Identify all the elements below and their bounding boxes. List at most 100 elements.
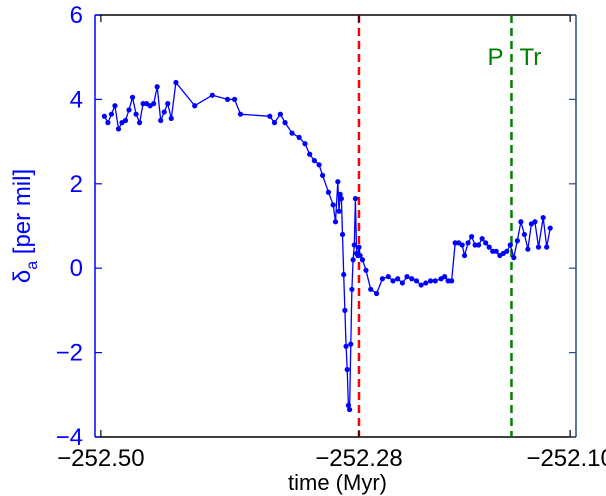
data-point xyxy=(399,280,405,286)
data-point xyxy=(343,343,349,349)
data-point xyxy=(126,107,132,113)
data-point xyxy=(344,366,350,373)
data-point xyxy=(442,274,448,280)
data-point xyxy=(296,134,302,140)
data-point xyxy=(158,117,164,124)
data-point xyxy=(108,111,115,117)
data-point xyxy=(390,278,396,284)
data-point xyxy=(319,172,326,178)
data-point xyxy=(232,96,238,102)
data-point xyxy=(507,242,513,248)
data-point xyxy=(112,103,118,109)
ytick-label: −2 xyxy=(56,340,83,367)
data-point xyxy=(479,236,485,242)
data-point xyxy=(342,307,348,313)
data-point xyxy=(432,278,438,284)
data-point xyxy=(395,276,401,282)
data-point xyxy=(540,214,546,221)
y-axis-title-units: [per mil] xyxy=(9,169,36,261)
data-point xyxy=(468,233,475,240)
data-point xyxy=(423,280,429,286)
data-point xyxy=(385,274,391,280)
data-point xyxy=(483,240,489,246)
data-point xyxy=(101,113,107,119)
data-point xyxy=(357,252,363,259)
data-point xyxy=(493,248,499,254)
boundary-label-left: P xyxy=(487,44,503,71)
data-point xyxy=(133,111,139,117)
plot-frame xyxy=(94,14,577,438)
data-point xyxy=(532,219,538,225)
data-point xyxy=(352,195,359,202)
data-point xyxy=(409,276,415,282)
data-point xyxy=(341,271,347,278)
data-point xyxy=(346,406,353,413)
data-point xyxy=(413,278,420,284)
data-point xyxy=(237,111,244,117)
data-point xyxy=(224,96,231,102)
labels-layer: P Tr −4 −2 0 2 4 6 −252.50 −252.28 −252.10 time (My… xyxy=(9,2,606,495)
data-point xyxy=(514,238,520,244)
data-point xyxy=(461,252,468,259)
data-point xyxy=(356,244,362,250)
y-axis-title-subscript: a xyxy=(24,261,41,270)
data-point xyxy=(349,286,355,292)
ytick-label: 6 xyxy=(70,2,83,29)
data-point xyxy=(337,191,343,197)
data-point xyxy=(192,103,198,109)
x-axis-title: time (Myr) xyxy=(288,470,387,495)
data-point xyxy=(311,157,317,164)
data-point xyxy=(161,109,167,115)
data-point xyxy=(332,219,339,225)
data-point xyxy=(486,244,492,250)
ytick-label: 0 xyxy=(70,255,83,282)
y-axis-title-symbol: δ xyxy=(9,270,36,283)
ytick-label: 4 xyxy=(70,86,83,113)
data-point xyxy=(368,286,374,292)
ticks-layer xyxy=(95,14,576,438)
data-point xyxy=(459,242,465,248)
data-point xyxy=(350,257,356,263)
data-point xyxy=(351,242,357,248)
data-point xyxy=(449,278,455,284)
data-point xyxy=(325,189,332,195)
xtick-label: −252.10 xyxy=(526,445,606,472)
data-point xyxy=(129,94,136,100)
data-point xyxy=(105,120,111,126)
data-point xyxy=(359,257,366,263)
data-point xyxy=(518,219,524,225)
data-point xyxy=(511,255,517,261)
data-point xyxy=(271,120,278,126)
series-line-0 xyxy=(103,80,551,410)
data-point xyxy=(330,202,336,208)
data-point xyxy=(209,92,215,98)
data-point xyxy=(302,141,308,147)
data-point xyxy=(521,231,527,238)
vertical-markers xyxy=(357,15,513,437)
ytick-label: −4 xyxy=(56,424,83,451)
data-point xyxy=(544,244,550,250)
y-axis-title: δa [per mil] xyxy=(9,169,41,283)
data-point xyxy=(316,162,322,168)
ytick-label: 2 xyxy=(70,171,83,198)
data-point xyxy=(504,248,510,254)
data-point xyxy=(373,290,380,297)
data-point xyxy=(165,101,171,107)
data-point xyxy=(168,115,174,121)
data-point xyxy=(336,208,342,214)
data-point xyxy=(345,402,352,408)
data-point xyxy=(525,246,531,252)
data-point xyxy=(465,240,471,246)
data-point xyxy=(339,231,346,238)
data-point xyxy=(338,195,344,202)
xtick-label: −252.50 xyxy=(57,445,144,472)
xtick-label: −252.28 xyxy=(315,445,402,472)
data-point xyxy=(154,84,160,90)
data-point xyxy=(282,120,288,126)
data-point xyxy=(535,244,542,250)
data-point xyxy=(379,276,386,282)
data-point xyxy=(136,120,143,126)
data-point xyxy=(173,79,179,86)
data-point xyxy=(307,151,313,157)
